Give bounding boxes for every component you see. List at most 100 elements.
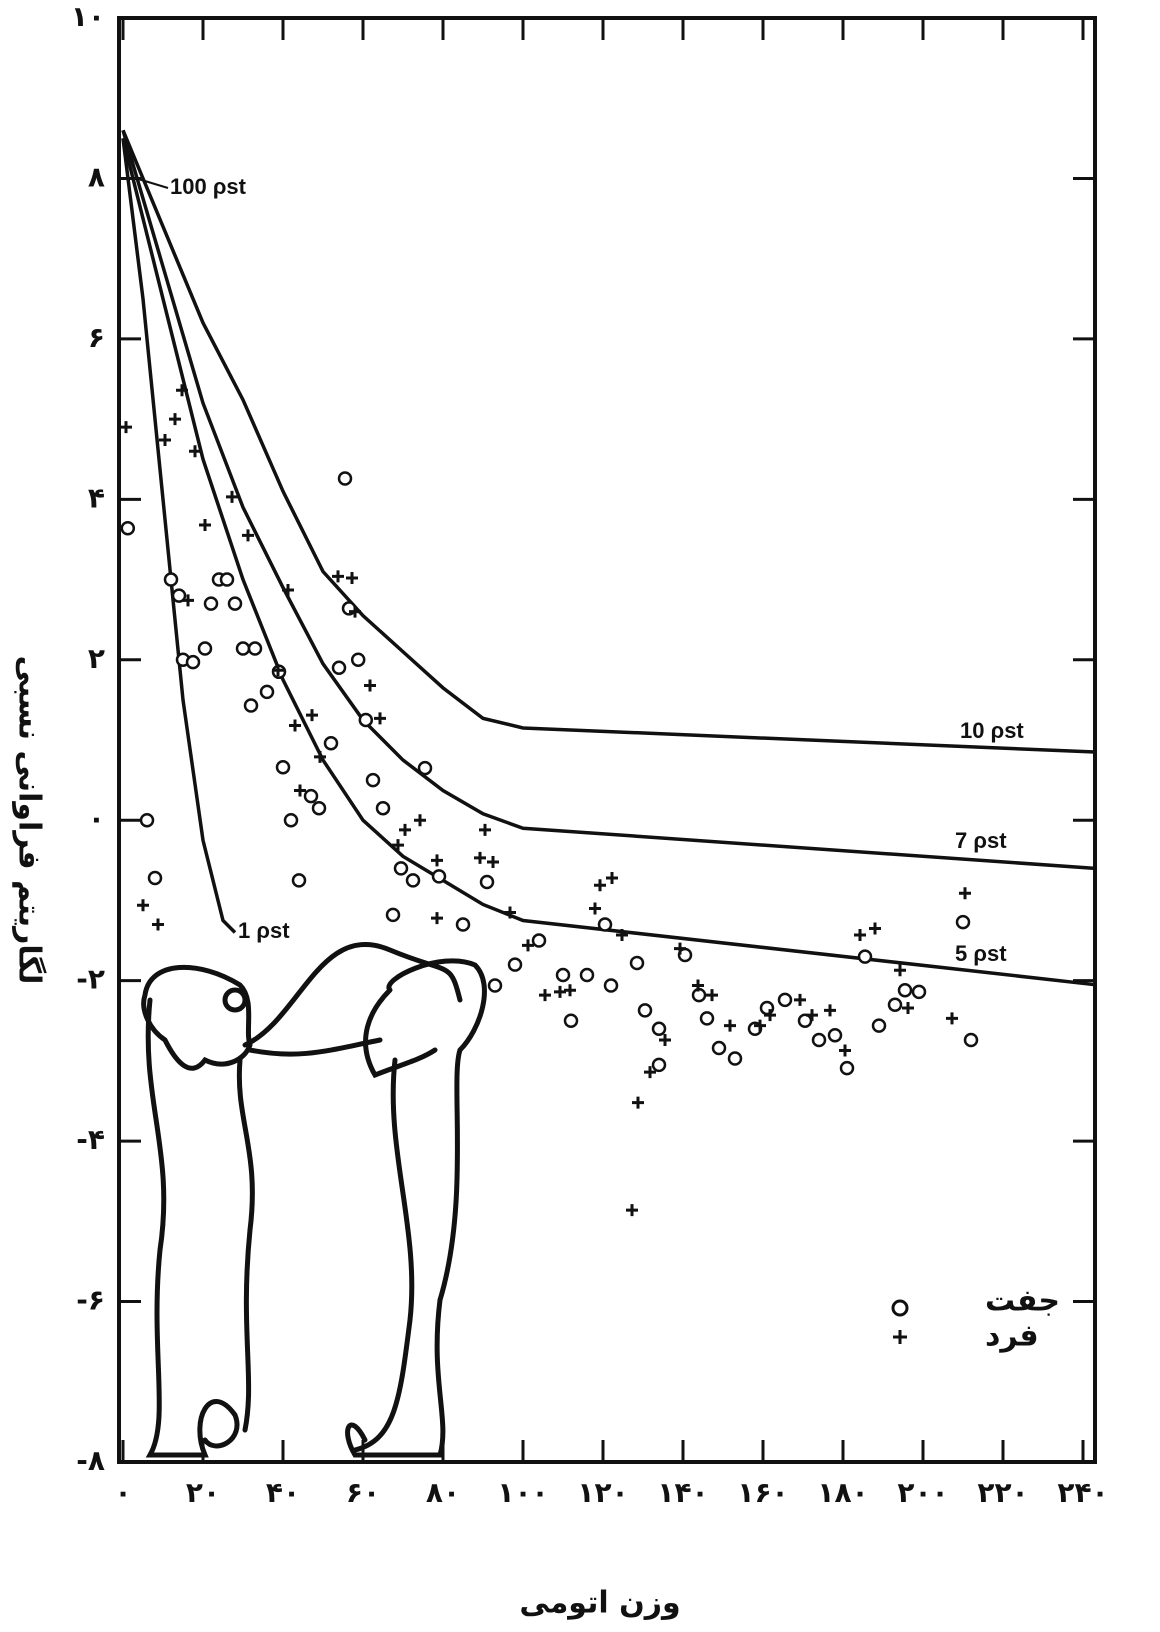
y-tick-label: -۲ <box>76 963 105 996</box>
point-even <box>235 641 251 656</box>
point-even <box>711 1040 727 1056</box>
annotation: 100 ρst <box>170 174 247 199</box>
point-even <box>637 1003 653 1018</box>
x-tick-label: ۱۰۰ <box>497 1476 548 1509</box>
point-even <box>283 812 299 828</box>
point-odd <box>606 871 618 884</box>
point-even <box>955 914 971 930</box>
point-odd <box>392 839 404 852</box>
curve-label: 1 ρst <box>238 918 290 943</box>
point-even <box>185 654 201 670</box>
point-even <box>171 588 187 603</box>
point-even <box>219 572 235 587</box>
point-even <box>431 869 447 884</box>
point-odd <box>706 989 718 1002</box>
curve <box>121 129 1096 871</box>
x-tick-label: ۱۴۰ <box>657 1476 708 1509</box>
point-even <box>651 1057 667 1073</box>
point-odd <box>176 384 188 397</box>
point-even <box>603 978 619 993</box>
point-even <box>963 1032 979 1048</box>
y-tick-label: ۸ <box>88 160 105 193</box>
point-even <box>811 1032 827 1048</box>
y-axis-label: لگاریتم فراوانی نسبی <box>12 656 48 985</box>
x-tick-label: ۴۰ <box>266 1476 300 1509</box>
x-axis-label: وزن اتومی <box>519 1586 680 1621</box>
point-odd <box>839 1044 851 1057</box>
point-even <box>197 641 213 656</box>
point-odd <box>539 989 551 1002</box>
cartoon <box>141 941 487 1458</box>
figure-left-head <box>141 964 253 1071</box>
point-odd <box>242 529 254 542</box>
x-tick-label: ۲۰ <box>186 1476 220 1509</box>
x-tick-label: ۸۰ <box>426 1476 460 1509</box>
legend-label: فرد <box>985 1319 1039 1354</box>
curve-label: 7 ρst <box>955 828 1007 853</box>
point-odd <box>159 433 171 446</box>
point-even <box>579 967 595 983</box>
point-odd <box>959 887 971 900</box>
point-even <box>358 712 374 728</box>
point-even <box>629 955 645 971</box>
point-even <box>405 873 421 888</box>
point-even <box>699 1011 715 1026</box>
point-odd <box>431 854 443 867</box>
point-odd <box>474 851 486 864</box>
figure-right <box>345 958 487 1458</box>
point-even <box>375 800 391 816</box>
point-odd <box>854 928 866 941</box>
point-odd <box>946 1012 958 1025</box>
curve-label: 10 ρst <box>960 718 1024 743</box>
point-even <box>275 760 291 775</box>
curve <box>121 138 237 934</box>
point-even <box>417 760 433 776</box>
point-odd <box>724 1019 736 1032</box>
point-odd <box>169 413 181 426</box>
legend: جفت فرد <box>891 1284 1060 1354</box>
point-even <box>243 698 259 713</box>
point-odd <box>332 570 344 583</box>
point-odd <box>764 1009 776 1022</box>
figure-left-body <box>145 997 240 1458</box>
point-even <box>487 978 503 993</box>
point-odd <box>199 519 211 532</box>
point-even <box>147 870 163 886</box>
point-odd <box>692 979 704 992</box>
point-even <box>337 471 353 486</box>
point-even <box>365 772 381 788</box>
point-even <box>777 992 793 1008</box>
x-tick-label: ۱۸۰ <box>817 1476 868 1509</box>
y-tick-label: ۱۰ <box>71 0 105 33</box>
point-odd <box>346 571 358 584</box>
plot-frame <box>117 16 1097 1464</box>
y-tick-label: -۴ <box>76 1123 105 1156</box>
y-tick-label: ۲ <box>88 642 105 675</box>
point-odd <box>522 939 534 952</box>
straw <box>247 1037 383 1057</box>
point-odd <box>554 985 566 998</box>
point-even <box>311 800 327 816</box>
glasses <box>222 987 248 1013</box>
point-even <box>563 1013 579 1029</box>
point-even <box>303 788 319 804</box>
point-odd <box>626 1204 638 1217</box>
point-odd <box>306 709 318 722</box>
point-even <box>203 596 219 611</box>
point-odd <box>182 594 194 607</box>
point-odd <box>806 1009 818 1022</box>
point-even <box>507 957 523 972</box>
point-even <box>651 1021 667 1037</box>
point-odd <box>289 719 301 732</box>
point-even <box>897 983 913 998</box>
point-odd <box>594 879 606 892</box>
point-even <box>247 641 263 656</box>
point-odd <box>349 605 361 618</box>
point-odd <box>314 750 326 763</box>
point-even <box>857 949 873 964</box>
point-even <box>555 967 571 983</box>
point-odd <box>399 823 411 836</box>
x-tick-label: ۰ <box>114 1476 131 1509</box>
